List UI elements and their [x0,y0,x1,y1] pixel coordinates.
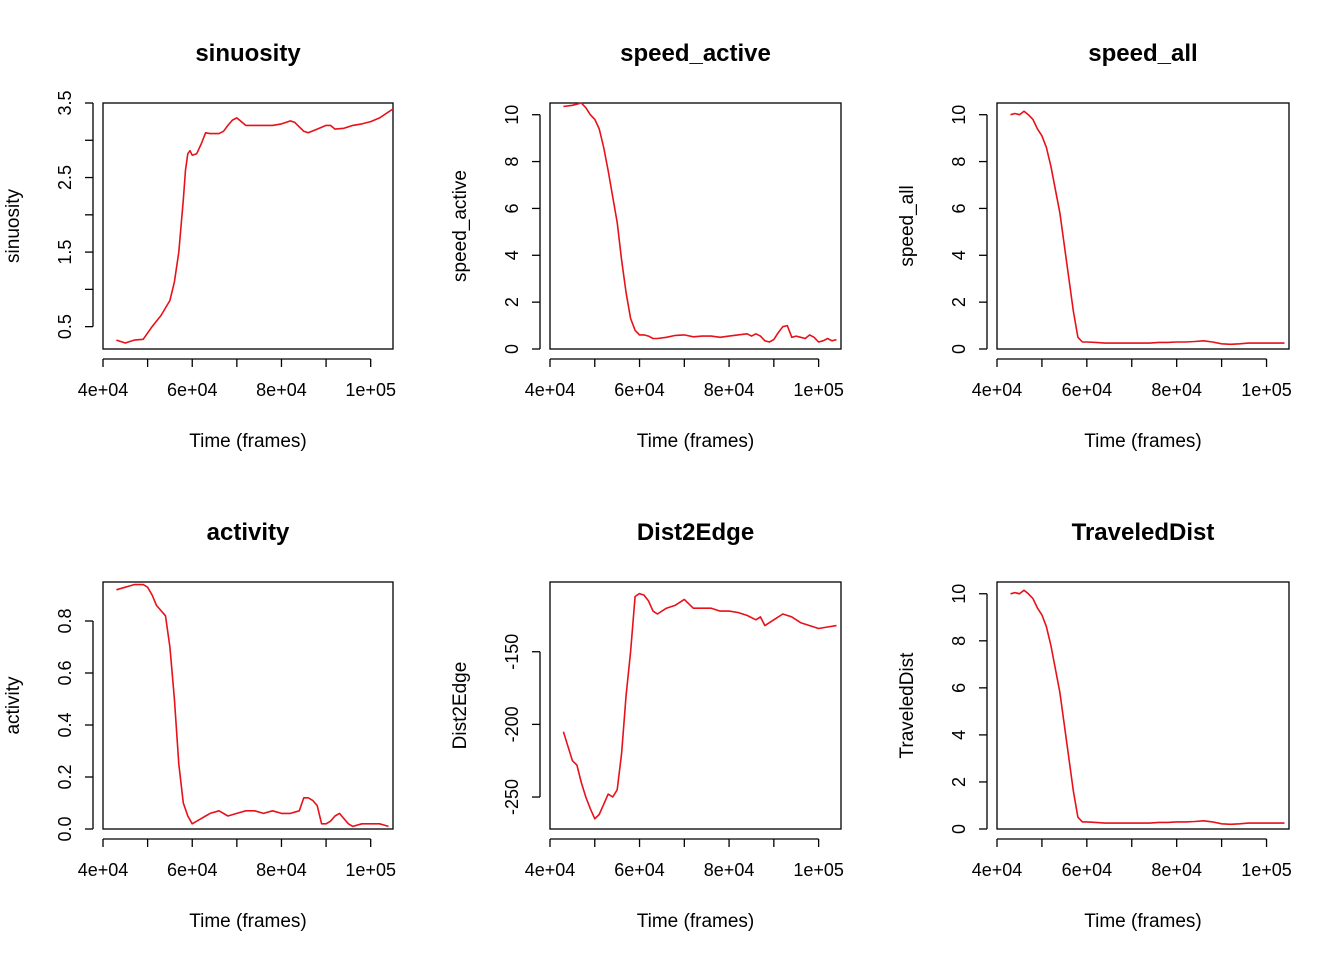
y-tick-label: -200 [502,706,522,742]
x-tick-label: 6e+04 [1062,860,1113,880]
y-tick-label: 0.2 [55,764,75,789]
panel-title: activity [207,519,290,546]
plot-frame [102,102,394,350]
y-tick-label: 3.5 [55,90,75,115]
x-tick-label: 4e+04 [525,380,576,400]
x-tick-label: 8e+04 [1151,860,1202,880]
y-tick-label: 10 [949,584,969,604]
x-tick-label: 1e+05 [1241,380,1292,400]
y-tick-label: 0.5 [55,314,75,339]
series-line-traveleddist [1010,589,1285,826]
y-tick-label: 6 [949,203,969,213]
x-tick-label: 8e+04 [1151,380,1202,400]
y-tick-label: 0 [949,824,969,834]
panel-title: speed_all [1088,40,1197,67]
panel-title: TraveledDist [1072,519,1215,546]
x-axis-label: Time (frames) [189,431,307,452]
x-axis-label: Time (frames) [1084,911,1202,932]
panel-title: Dist2Edge [637,519,754,546]
y-axis-label: speed_active [450,170,471,282]
x-tick-label: 1e+05 [345,380,396,400]
y-tick-label: 2 [949,297,969,307]
panel-title: speed_active [620,40,771,67]
panel-speed_active: speed_active 4e+04 6e+04 8e+04 1e+05 Time (fr… [450,40,844,452]
series-line-speed_active [563,102,837,343]
x-tick-label: 4e+04 [78,860,129,880]
y-tick-label: 2.5 [55,165,75,190]
x-tick-label: 8e+04 [256,380,307,400]
plot-frame [102,581,394,830]
x-tick-label: 1e+05 [1241,860,1292,880]
x-tick-label: 6e+04 [167,860,218,880]
plot-frame [996,102,1290,350]
x-axis-label: Time (frames) [1084,431,1202,452]
series-line-speed_all [1010,110,1285,346]
x-tick-label: 4e+04 [972,860,1023,880]
y-tick-label: 0 [949,344,969,354]
y-tick-label: -250 [502,779,522,815]
y-tick-label: 6 [502,203,522,213]
y-tick-label: 0.6 [55,660,75,685]
y-tick-label: 8 [949,157,969,167]
x-tick-label: 8e+04 [256,860,307,880]
y-tick-label: 10 [502,105,522,125]
y-tick-label: 8 [502,157,522,167]
y-tick-label: -150 [502,634,522,670]
y-tick-label: 0 [502,344,522,354]
series-line-activity [116,583,389,828]
y-axis-label: sinuosity [3,189,24,263]
x-axis-label: Time (frames) [189,911,307,932]
plot-frame [996,581,1290,830]
x-tick-label: 6e+04 [167,380,218,400]
y-axis-label: activity [3,676,24,735]
y-tick-label: 8 [949,636,969,646]
y-tick-label: 0.8 [55,608,75,633]
x-tick-label: 4e+04 [972,380,1023,400]
y-tick-label: 0.4 [55,712,75,737]
x-axis-label: Time (frames) [637,911,755,932]
panel-traveleddist: TraveledDist 4e+04 6e+04 8e+04 1e+05 Time (fr… [897,519,1292,932]
x-tick-label: 4e+04 [78,380,129,400]
y-tick-label: 2 [949,777,969,787]
x-tick-label: 1e+05 [793,860,844,880]
panel-dist2edge: Dist2Edge 4e+04 6e+04 8e+04 1e+05 Time (frame… [450,519,844,932]
series-line-dist2edge [562,592,837,820]
y-axis-label: speed_all [897,185,918,266]
panel-speed_all: speed_all 4e+04 6e+04 8e+04 1e+05 Time (frame… [897,40,1292,452]
y-axis-label: TraveledDist [897,652,918,759]
y-tick-label: 0.0 [55,816,75,841]
x-axis-label: Time (frames) [637,431,755,452]
y-tick-label: 4 [949,250,969,260]
plot-frame [549,581,842,830]
x-tick-label: 8e+04 [704,860,755,880]
y-tick-label: 4 [502,250,522,260]
x-tick-label: 8e+04 [704,380,755,400]
y-axis-label: Dist2Edge [450,662,471,750]
panel-title: sinuosity [195,40,301,67]
y-tick-label: 4 [949,730,969,740]
y-tick-label: 2 [502,297,522,307]
x-tick-label: 1e+05 [793,380,844,400]
x-tick-label: 4e+04 [525,860,576,880]
x-tick-label: 6e+04 [1062,380,1113,400]
panel-activity: activity 4e+04 6e+04 8e+04 1e+05 Time (frames… [3,519,396,932]
x-tick-label: 6e+04 [614,860,665,880]
y-tick-label: 10 [949,105,969,125]
x-tick-label: 1e+05 [345,860,396,880]
y-tick-label: 1.5 [55,240,75,265]
x-tick-label: 6e+04 [614,380,665,400]
plot-frame [549,102,842,350]
y-tick-label: 6 [949,683,969,693]
series-line-sinuosity [116,108,394,344]
panel-sinuosity: sinuosity 4e+04 6e+04 8e+04 1e+05 Time (frame… [3,40,396,452]
